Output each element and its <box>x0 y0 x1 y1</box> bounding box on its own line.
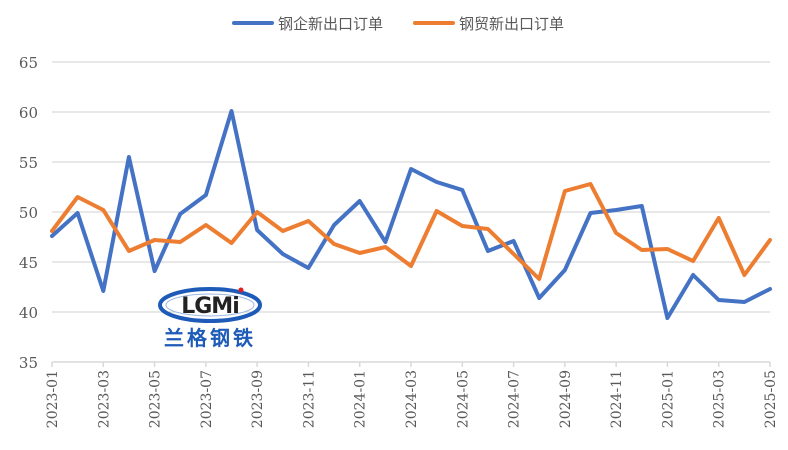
legend-item-steel-trader[interactable]: 钢贸新出口订单 <box>413 13 564 34</box>
x-tick-label: 2023-07 <box>199 370 215 428</box>
legend-swatch-orange <box>413 21 456 25</box>
lgmi-logo: LGMi 兰格钢铁 <box>158 286 264 352</box>
x-tick-label: 2025-03 <box>712 370 728 428</box>
y-tick-label: 50 <box>19 204 38 222</box>
svg-text:兰格钢铁: 兰格钢铁 <box>164 326 256 350</box>
gridlines <box>52 61 770 313</box>
y-tick-label: 35 <box>19 354 38 372</box>
x-tick-label: 2025-05 <box>763 370 779 428</box>
x-tick-label: 2024-03 <box>404 370 420 428</box>
legend-swatch-blue <box>232 21 274 25</box>
legend-item-steel-mill[interactable]: 钢企新出口订单 <box>232 13 383 34</box>
series-line-steel-trader[interactable] <box>50 182 772 281</box>
y-tick-label: 65 <box>19 54 38 72</box>
x-tick-label: 2024-07 <box>507 370 523 428</box>
legend-label: 钢企新出口订单 <box>278 14 384 33</box>
x-tick-label: 2024-11 <box>609 370 625 428</box>
y-tick-label: 45 <box>19 254 38 272</box>
x-tick-label: 2023-03 <box>96 370 112 428</box>
x-tick-label: 2025-01 <box>660 370 676 428</box>
svg-text:LGMi: LGMi <box>181 294 239 319</box>
x-tick-label: 2023-01 <box>45 370 61 428</box>
x-tick-label: 2023-05 <box>148 370 164 428</box>
x-axis: 2023-01 2023-03 2023-05 2023-07 2023-09 2023-… <box>45 361 779 428</box>
x-tick-label: 2024-05 <box>455 370 471 428</box>
legend: 钢企新出口订单 钢贸新出口订单 <box>232 10 594 36</box>
y-tick-label: 40 <box>19 304 38 322</box>
legend-label: 钢贸新出口订单 <box>459 14 565 33</box>
y-tick-label: 55 <box>19 154 38 172</box>
series-lines <box>50 109 772 320</box>
x-tick-label: 2024-01 <box>353 370 369 428</box>
x-tick-label: 2023-11 <box>301 370 317 428</box>
x-tick-label: 2023-09 <box>250 370 266 428</box>
x-tick-label: 2024-09 <box>558 370 574 428</box>
series-line-steel-mill[interactable] <box>50 109 772 320</box>
y-tick-label: 60 <box>19 104 38 122</box>
y-axis-labels: 35 40 45 50 55 60 65 <box>19 54 38 372</box>
